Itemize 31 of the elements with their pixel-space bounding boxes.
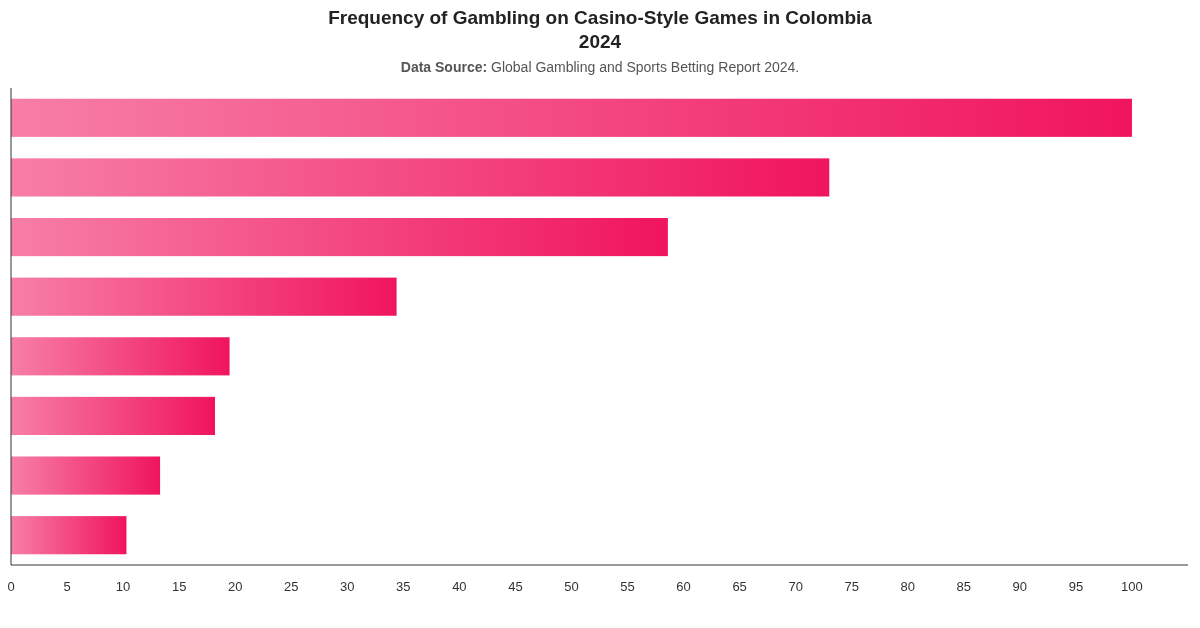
x-tick-label: 0 [7, 579, 15, 594]
x-tick-label: 100 [1121, 579, 1143, 594]
x-tick-label: 10 [115, 579, 131, 594]
x-tick-label: 45 [508, 579, 523, 594]
x-tick-label: 30 [340, 579, 355, 594]
x-tick-label: 20 [227, 579, 243, 594]
chart-subtitle: Data Source: Global Gambling and Sports Betting Report 2024. [400, 59, 800, 75]
x-tick-label: 50 [564, 579, 579, 594]
bar [11, 516, 127, 555]
bar [11, 456, 161, 495]
x-tick-label: 80 [900, 579, 915, 594]
bar [11, 337, 230, 376]
bar [11, 158, 830, 197]
x-tick-label: 40 [452, 579, 467, 594]
x-tick-label: 60 [676, 579, 691, 594]
bar [11, 98, 1132, 137]
x-tick-label: 65 [732, 579, 747, 594]
x-tick-label: 70 [788, 579, 803, 594]
x-tick-label: 75 [844, 579, 859, 594]
x-tick-label: 15 [171, 579, 187, 594]
x-tick-label: 55 [620, 579, 635, 594]
x-tick-label: 5 [63, 579, 71, 594]
chart-title: Frequency of Gambling on Casino-Style Games in Colombia 2024 [328, 7, 873, 52]
x-tick-label: 25 [284, 579, 299, 594]
x-tick-label: 85 [956, 579, 972, 594]
x-tick-label: 90 [1012, 579, 1028, 594]
bar [11, 396, 216, 436]
bar [11, 277, 397, 316]
bar [11, 217, 668, 257]
x-tick-label: 35 [396, 579, 411, 594]
x-tick-label: 95 [1068, 579, 1084, 594]
